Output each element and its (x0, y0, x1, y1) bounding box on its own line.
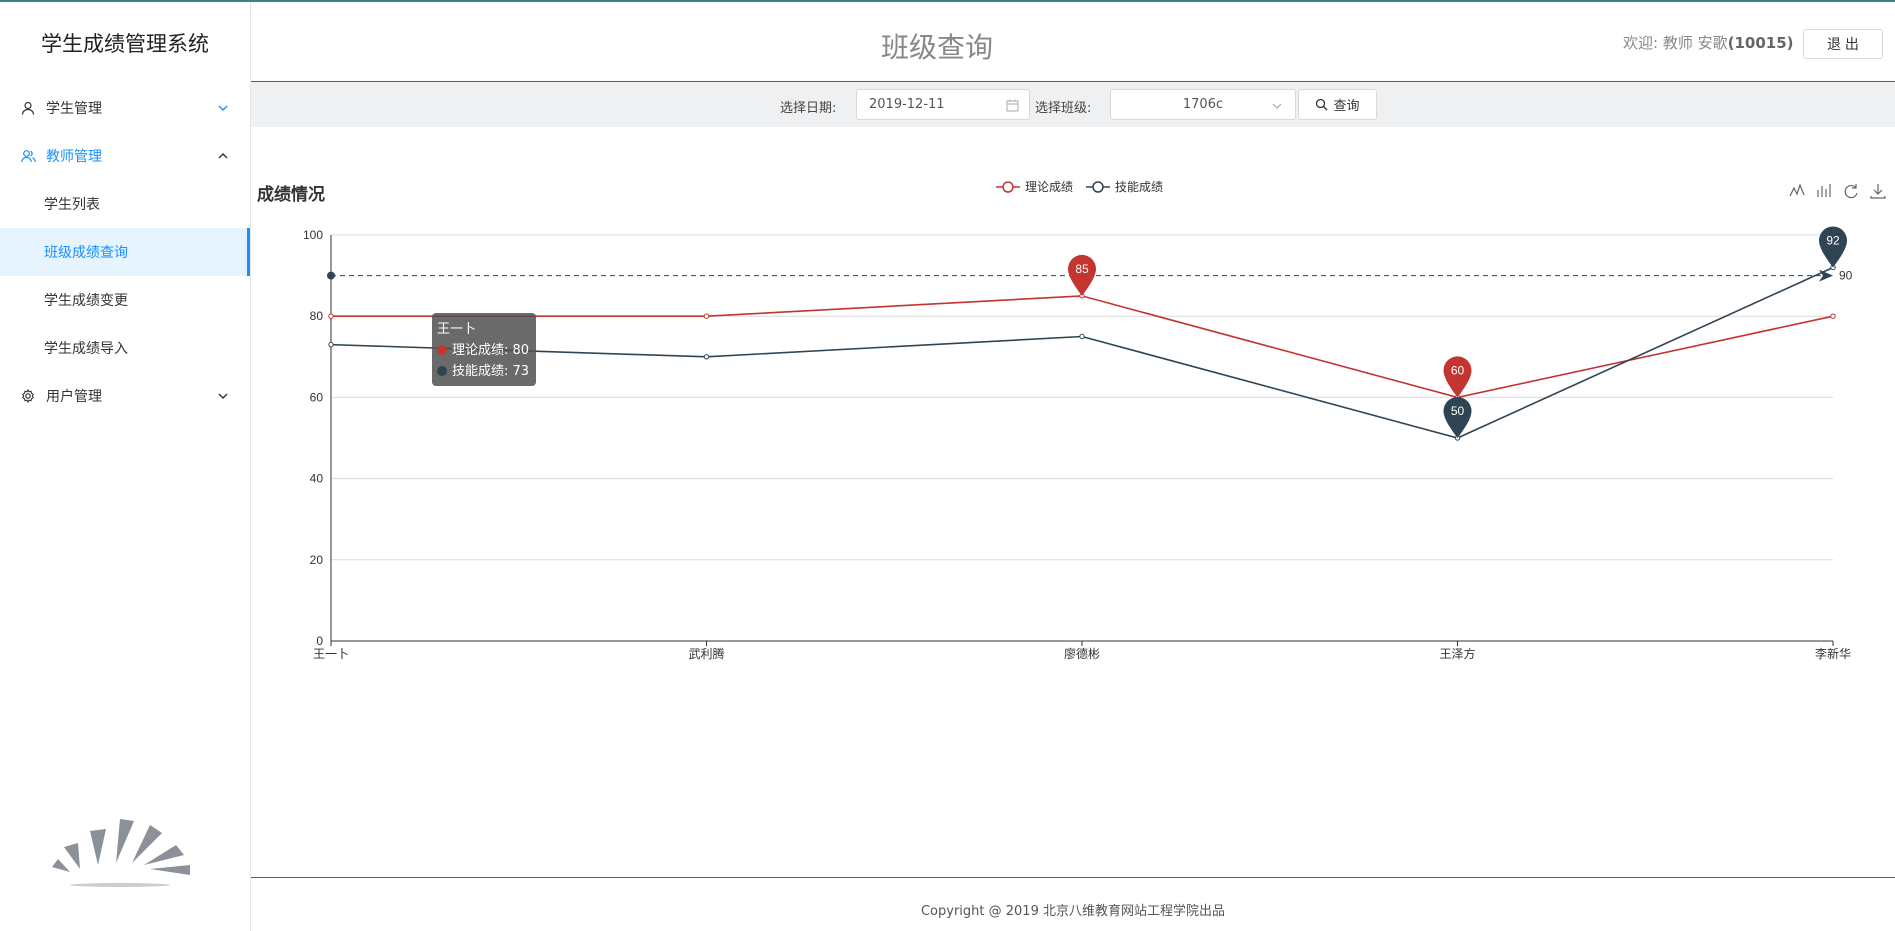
sidebar-item-label: 用户管理 (46, 389, 102, 405)
tooltip-row: 理论成绩: 80 (452, 343, 529, 358)
welcome-text: 欢迎: 教师 安歌(10015) (1623, 32, 1794, 53)
sidebar-menu: 学生管理 教师管理 学生列表 班级成绩查询 学生成绩变更 学生成绩导入 用户管理 (0, 84, 250, 420)
chevron-up-icon (218, 153, 228, 159)
y-tick-label: 40 (310, 472, 324, 486)
mark-point-pin (1068, 254, 1096, 296)
date-picker[interactable]: 2019-12-11 (856, 89, 1030, 120)
sidebar-item-student-management[interactable]: 学生管理 (0, 84, 250, 132)
class-value: 1706c (1182, 97, 1224, 112)
sidebar-subitem-score-import[interactable]: 学生成绩导入 (44, 341, 128, 357)
x-tick-label: 李新华 (1815, 646, 1851, 661)
sidebar: 学生成绩管理系统 学生管理 教师管理 学生列表 班级成绩查询 学生成绩变更 学生… (0, 2, 251, 931)
sidebar-subitem-student-list[interactable]: 学生列表 (44, 197, 100, 213)
y-tick-label: 80 (310, 309, 324, 323)
logout-button[interactable]: 退 出 (1803, 29, 1883, 59)
x-tick-label: 王泽方 (1439, 646, 1475, 661)
date-label: 选择日期: (780, 101, 837, 116)
data-point (703, 354, 710, 360)
sidebar-item-user-management[interactable]: 用户管理 (0, 372, 250, 420)
mark-point-label: 85 (1075, 262, 1089, 276)
mark-point-pin (1819, 226, 1847, 268)
tooltip-marker (437, 366, 447, 376)
sidebar-item-teacher-management[interactable]: 教师管理 (0, 132, 250, 180)
query-label: 查询 (1333, 98, 1360, 113)
teacher-icon (20, 148, 36, 164)
tooltip-marker (437, 345, 447, 355)
data-point (1830, 313, 1836, 319)
class-label: 选择班级: (1035, 101, 1092, 116)
legend-label: 理论成绩 (1025, 180, 1073, 194)
tooltip-title: 王一卜 (437, 322, 476, 337)
x-tick-label: 王一卜 (313, 647, 349, 661)
top-accent-line (0, 0, 1895, 2)
tooltip-row: 技能成绩: 73 (452, 364, 529, 379)
gear-icon (20, 388, 36, 404)
tooltip-box (432, 313, 536, 386)
legend-marker (1092, 181, 1104, 193)
mark-line-start (327, 271, 335, 280)
data-point (328, 341, 334, 348)
y-tick-label: 0 (316, 634, 323, 648)
sidebar-subitem-class-score-query[interactable]: 班级成绩查询 (0, 228, 250, 276)
download-icon[interactable] (1870, 184, 1886, 199)
bar-chart-icon[interactable] (1817, 184, 1831, 197)
user-id: (10015) (1727, 34, 1794, 52)
sidebar-item-label: 学生管理 (46, 101, 102, 117)
mark-point-label: 60 (1451, 363, 1465, 377)
legend-label: 技能成绩 (1115, 180, 1163, 194)
company-logo (52, 819, 190, 887)
legend-marker (1002, 181, 1014, 193)
series-line (331, 295, 1834, 399)
sidebar-subitem-score-change[interactable]: 学生成绩变更 (44, 293, 128, 309)
mark-line-label: 90 (1839, 269, 1853, 283)
user-icon (20, 100, 36, 116)
x-tick-label: 武利腾 (688, 646, 724, 661)
refresh-icon[interactable] (1844, 184, 1858, 199)
footer: Copyright @ 2019 北京八维教育网站工程学院出品 (251, 877, 1895, 931)
chevron-down-icon (218, 393, 228, 399)
sidebar-item-label: 教师管理 (46, 149, 102, 165)
y-tick-label: 60 (310, 390, 324, 404)
y-tick-label: 20 (310, 553, 324, 567)
y-tick-label: 100 (303, 228, 323, 242)
x-tick-label: 廖德彬 (1064, 646, 1100, 661)
filter-bar: 选择日期: 2019-12-11 选择班级: 1706c 查询 (251, 82, 1895, 127)
chevron-down-icon (218, 105, 228, 111)
class-select[interactable]: 1706c (1110, 89, 1296, 120)
welcome-prefix: 欢迎: 教师 安歌 (1623, 34, 1728, 52)
search-icon (1316, 98, 1328, 111)
query-button[interactable]: 查询 (1298, 89, 1377, 120)
chevron-down-icon (1272, 103, 1282, 109)
data-point (328, 313, 334, 319)
app-brand: 学生成绩管理系统 (41, 32, 209, 56)
calendar-icon (1006, 99, 1019, 112)
header: 班级查询 欢迎: 教师 安歌(10015) 退 出 (251, 2, 1895, 82)
data-point (1079, 333, 1085, 340)
page-title: 班级查询 (880, 31, 993, 64)
mark-point-pin (1443, 356, 1472, 398)
data-point (703, 313, 710, 319)
date-value: 2019-12-11 (869, 97, 945, 112)
chart-title: 成绩情况 (257, 185, 325, 205)
mark-point-pin (1443, 397, 1472, 438)
line-chart-icon[interactable] (1789, 183, 1805, 197)
mark-point-label: 50 (1451, 404, 1465, 418)
mark-point-label: 92 (1826, 233, 1840, 247)
